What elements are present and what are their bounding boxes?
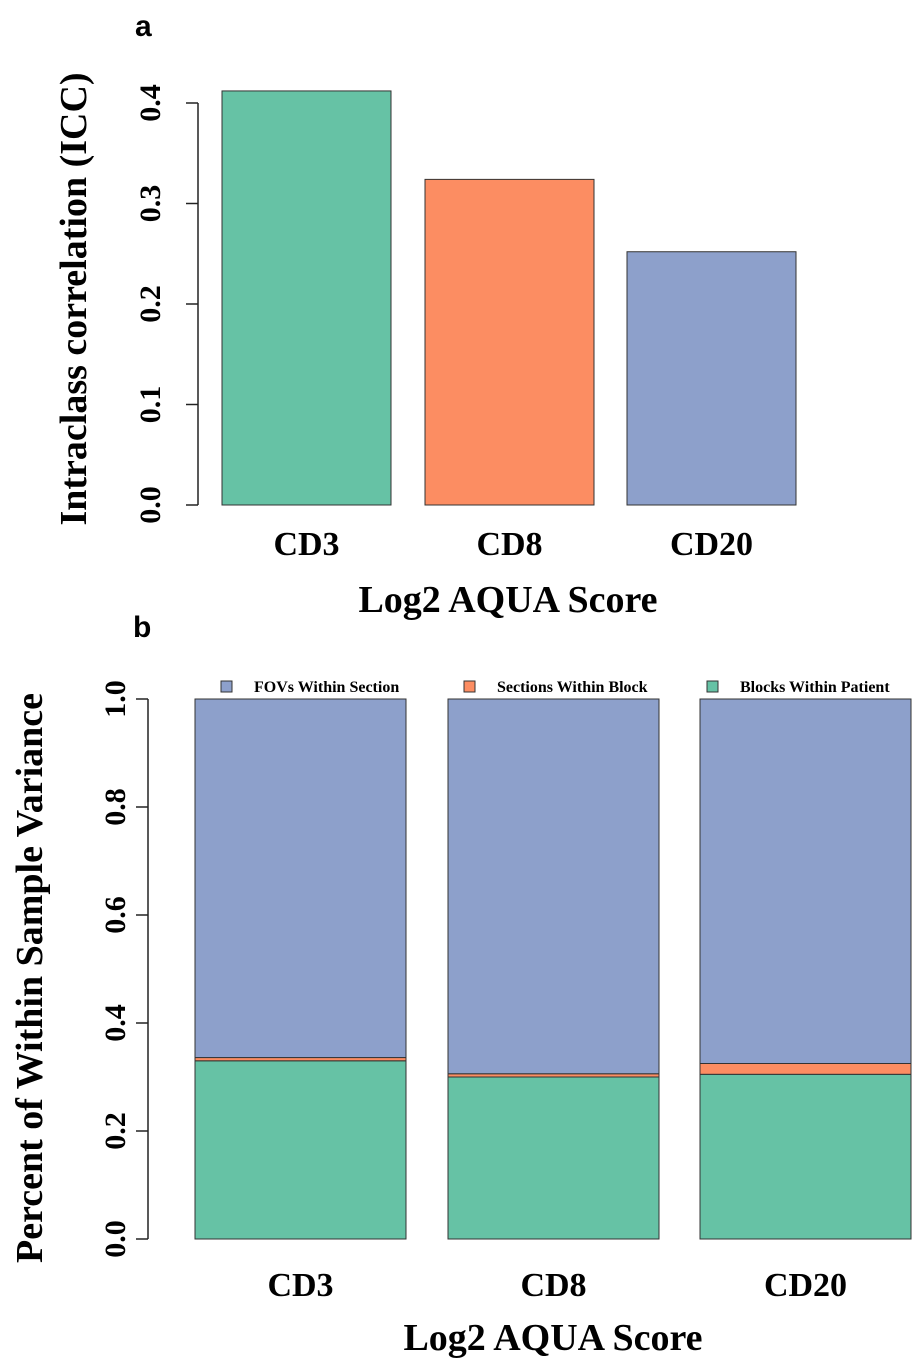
panel-b-y-axis-title: Percent of Within Sample Variance [9,693,51,1263]
panel-a-x-axis-title: Log2 AQUA Score [358,579,657,621]
y-tick-label: 0.8 [99,788,132,826]
y-tick-label: 0.1 [134,386,167,424]
bar-segment-cd8-fovs-within-section [447,698,660,1075]
y-tick-label: 0.0 [99,1220,132,1258]
x-tick-label-cd8: CD8 [520,1267,586,1304]
bar-segment-cd3-blocks-within-patient [194,1060,407,1240]
y-tick-label: 0.6 [99,896,132,934]
bar-segment-cd20-blocks-within-patient [699,1073,912,1240]
x-tick-label-cd3: CD3 [267,1267,333,1304]
bar-segment-cd8-blocks-within-patient [447,1076,660,1240]
x-tick-label-cd8: CD8 [476,526,542,563]
x-tick-label-cd3: CD3 [273,526,339,563]
y-tick-label: 0.2 [134,285,167,323]
panel-a: a 0.0 0.1 0.2 0.3 0.4 CD3 CD8 CD20 Log2 AQUA S… [53,10,797,621]
legend-label-blocks-within-patient: Blocks Within Patient [740,679,890,696]
bar-segment-cd3-fovs-within-section [194,698,407,1059]
bar-cd3 [221,90,392,506]
y-tick-label: 0.0 [134,486,167,524]
panel-a-y-axis: 0.0 0.1 0.2 0.3 0.4 [134,84,199,524]
panel-b-x-tick-labels: CD3 CD8 CD20 [267,1267,847,1304]
panel-b-legend: FOVs Within Section Sections Within Block… [220,679,890,696]
bar-segment-cd20-sections-within-block [699,1063,912,1075]
x-tick-label-cd20: CD20 [764,1267,847,1304]
panel-b-bars [194,698,912,1240]
legend-label-sections-within-block: Sections Within Block [497,679,648,696]
panel-b-label: b [133,611,151,644]
y-tick-label: 0.3 [134,185,167,223]
panel-b-x-axis-title: Log2 AQUA Score [403,1317,702,1359]
panel-b-y-axis: 0.0 0.2 0.4 0.6 0.8 1.0 [99,680,149,1258]
panel-a-x-tick-labels: CD3 CD8 CD20 [273,526,753,563]
legend-label-fovs-within-section: FOVs Within Section [254,679,399,696]
panel-a-label: a [135,10,152,43]
panel-a-y-axis-title: Intraclass correlation (ICC) [53,72,95,525]
y-tick-label: 0.4 [134,84,167,122]
legend-swatch-blocks-within-patient [706,680,719,693]
y-tick-label: 0.4 [99,1004,132,1042]
legend-swatch-sections-within-block [463,680,476,693]
panel-b: b FOVs Within Section Sections Within Blo… [9,611,912,1359]
legend-swatch-fovs-within-section [220,680,233,693]
y-tick-label: 0.2 [99,1112,132,1150]
panel-a-bars [221,90,797,506]
x-tick-label-cd20: CD20 [670,526,753,563]
bar-cd20 [626,251,797,506]
bar-segment-cd20-fovs-within-section [699,698,912,1064]
bar-cd8 [424,178,595,506]
y-tick-label: 1.0 [99,680,132,718]
